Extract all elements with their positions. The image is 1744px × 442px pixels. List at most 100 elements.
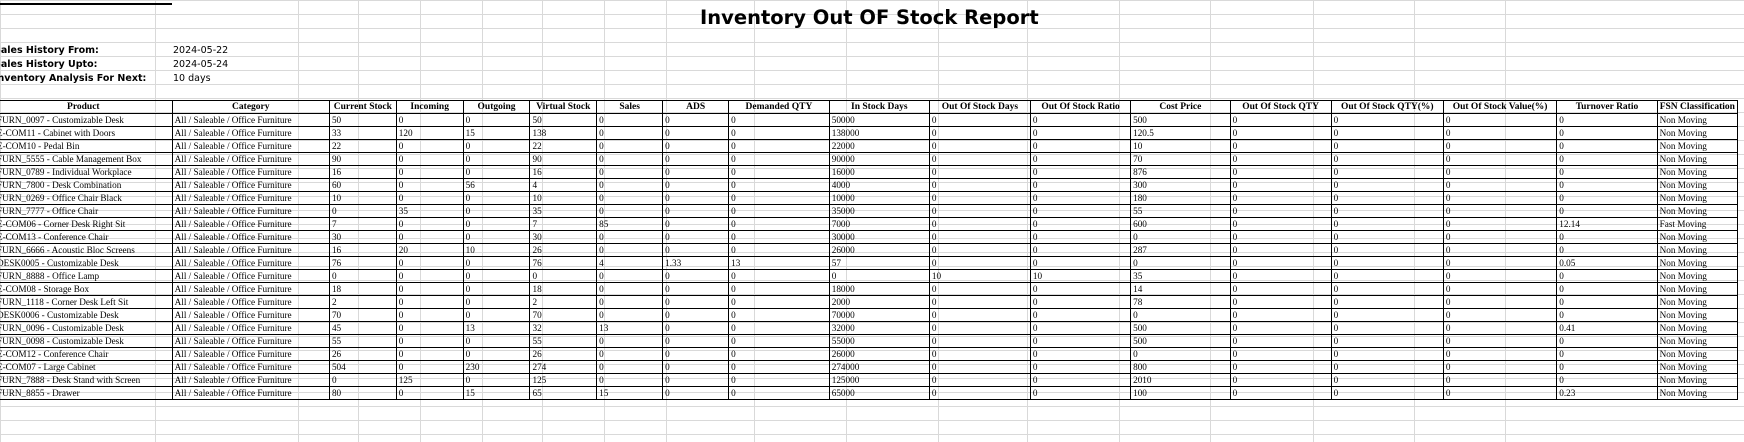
cell-out-of-stock-qty[interactable]: 0 (1229, 334, 1332, 348)
cell-turnover-ratio[interactable]: 12.14 (1556, 217, 1658, 231)
cell-incoming[interactable]: 0 (395, 139, 464, 153)
cell-outgoing[interactable]: 56 (462, 178, 531, 192)
cell-sales[interactable]: 13 (596, 321, 664, 335)
cell-current-stock[interactable]: 30 (328, 230, 397, 244)
cell-out-of-stock-value-pct[interactable]: 0 (1442, 295, 1558, 309)
cell-product[interactable]: E-COM07 - Large Cabinet (0, 360, 173, 374)
cell-category[interactable]: All / Saleable / Office Furniture (171, 126, 330, 140)
cell-out-of-stock-value-pct[interactable]: 0 (1442, 334, 1558, 348)
cell-product[interactable]: E-COM10 - Pedal Bin (0, 139, 173, 153)
cell-out-of-stock-days[interactable]: 0 (928, 347, 1031, 361)
col-header-sales[interactable]: Sales (596, 100, 664, 114)
cell-in-stock-days[interactable]: 7000 (828, 217, 930, 231)
cell-incoming[interactable]: 0 (395, 347, 464, 361)
cell-turnover-ratio[interactable]: 0 (1556, 308, 1658, 322)
cell-out-of-stock-days[interactable]: 0 (928, 334, 1031, 348)
cell-out-of-stock-qty-pct[interactable]: 0 (1330, 126, 1444, 140)
cell-in-stock-days[interactable]: 55000 (828, 334, 930, 348)
cell-out-of-stock-qty-pct[interactable]: 0 (1330, 191, 1444, 205)
cell-outgoing[interactable]: 0 (462, 256, 531, 270)
cell-current-stock[interactable]: 16 (328, 165, 397, 179)
cell-product[interactable]: DESK0006 - Customizable Desk (0, 308, 173, 322)
cell-cost-price[interactable]: 0 (1130, 347, 1231, 361)
cell-in-stock-days[interactable]: 125000 (828, 373, 930, 387)
cell-out-of-stock-ratio[interactable]: 0 (1029, 217, 1132, 231)
cell-in-stock-days[interactable]: 26000 (828, 243, 930, 257)
cell-incoming[interactable]: 0 (395, 256, 464, 270)
cell-current-stock[interactable]: 76 (328, 256, 397, 270)
cell-current-stock[interactable]: 0 (328, 204, 397, 218)
cell-fsn-classification[interactable]: Non Moving (1656, 126, 1739, 140)
cell-out-of-stock-qty-pct[interactable]: 0 (1330, 321, 1444, 335)
cell-out-of-stock-days[interactable]: 0 (928, 308, 1031, 322)
cell-fsn-classification[interactable]: Non Moving (1656, 269, 1739, 283)
cell-ads[interactable]: 0 (662, 139, 730, 153)
cell-turnover-ratio[interactable]: 0 (1556, 282, 1658, 296)
cell-cost-price[interactable]: 2010 (1130, 373, 1231, 387)
cell-out-of-stock-qty-pct[interactable]: 0 (1330, 217, 1444, 231)
cell-outgoing[interactable]: 0 (462, 269, 531, 283)
cell-product[interactable]: DESK0005 - Customizable Desk (0, 256, 173, 270)
cell-in-stock-days[interactable]: 18000 (828, 282, 930, 296)
cell-virtual-stock[interactable]: 2 (529, 295, 598, 309)
cell-outgoing[interactable]: 0 (462, 373, 531, 387)
cell-fsn-classification[interactable]: Non Moving (1656, 243, 1739, 257)
cell-fsn-classification[interactable]: Non Moving (1656, 230, 1739, 244)
cell-outgoing[interactable]: 0 (462, 139, 531, 153)
cell-in-stock-days[interactable]: 274000 (828, 360, 930, 374)
cell-demanded-qty[interactable]: 0 (728, 243, 830, 257)
cell-outgoing[interactable]: 0 (462, 347, 531, 361)
cell-out-of-stock-days[interactable]: 0 (928, 139, 1031, 153)
cell-ads[interactable]: 0 (662, 282, 730, 296)
cell-product[interactable]: E-COM11 - Cabinet with Doors (0, 126, 173, 140)
cell-out-of-stock-days[interactable]: 0 (928, 191, 1031, 205)
cell-sales[interactable]: 0 (596, 204, 664, 218)
cell-current-stock[interactable]: 504 (328, 360, 397, 374)
cell-demanded-qty[interactable]: 0 (728, 373, 830, 387)
cell-turnover-ratio[interactable]: 0 (1556, 139, 1658, 153)
cell-outgoing[interactable]: 13 (462, 321, 531, 335)
cell-product[interactable]: E-COM13 - Conference Chair (0, 230, 173, 244)
cell-virtual-stock[interactable]: 32 (529, 321, 598, 335)
cell-out-of-stock-days[interactable]: 0 (928, 386, 1031, 400)
cell-out-of-stock-value-pct[interactable]: 0 (1442, 191, 1558, 205)
cell-turnover-ratio[interactable]: 0 (1556, 113, 1658, 127)
cell-out-of-stock-qty-pct[interactable]: 0 (1330, 282, 1444, 296)
cell-in-stock-days[interactable]: 30000 (828, 230, 930, 244)
cell-fsn-classification[interactable]: Non Moving (1656, 373, 1739, 387)
cell-out-of-stock-value-pct[interactable]: 0 (1442, 113, 1558, 127)
cell-out-of-stock-days[interactable]: 0 (928, 360, 1031, 374)
cell-cost-price[interactable]: 14 (1130, 282, 1231, 296)
cell-fsn-classification[interactable]: Non Moving (1656, 321, 1739, 335)
cell-turnover-ratio[interactable]: 0 (1556, 373, 1658, 387)
cell-in-stock-days[interactable]: 26000 (828, 347, 930, 361)
cell-demanded-qty[interactable]: 0 (728, 204, 830, 218)
cell-incoming[interactable]: 0 (395, 282, 464, 296)
cell-turnover-ratio[interactable]: 0 (1556, 191, 1658, 205)
cell-virtual-stock[interactable]: 125 (529, 373, 598, 387)
cell-out-of-stock-qty[interactable]: 0 (1229, 243, 1332, 257)
cell-in-stock-days[interactable]: 35000 (828, 204, 930, 218)
cell-product[interactable]: FURN_5555 - Cable Management Box (0, 152, 173, 166)
cell-demanded-qty[interactable]: 0 (728, 360, 830, 374)
col-header-out-of-stock-days[interactable]: Out Of Stock Days (928, 100, 1031, 114)
col-header-ads[interactable]: ADS (662, 100, 730, 114)
cell-turnover-ratio[interactable]: 0 (1556, 178, 1658, 192)
cell-out-of-stock-ratio[interactable]: 0 (1029, 386, 1132, 400)
cell-out-of-stock-qty-pct[interactable]: 0 (1330, 308, 1444, 322)
cell-current-stock[interactable]: 60 (328, 178, 397, 192)
cell-turnover-ratio[interactable]: 0 (1556, 230, 1658, 244)
cell-cost-price[interactable]: 800 (1130, 360, 1231, 374)
cell-in-stock-days[interactable]: 57 (828, 256, 930, 270)
cell-out-of-stock-days[interactable]: 0 (928, 243, 1031, 257)
cell-in-stock-days[interactable]: 16000 (828, 165, 930, 179)
cell-category[interactable]: All / Saleable / Office Furniture (171, 243, 330, 257)
cell-product[interactable]: FURN_0096 - Customizable Desk (0, 321, 173, 335)
cell-turnover-ratio[interactable]: 0 (1556, 360, 1658, 374)
cell-incoming[interactable]: 0 (395, 321, 464, 335)
cell-turnover-ratio[interactable]: 0 (1556, 347, 1658, 361)
cell-out-of-stock-ratio[interactable]: 0 (1029, 347, 1132, 361)
cell-out-of-stock-ratio[interactable]: 0 (1029, 113, 1132, 127)
cell-current-stock[interactable]: 7 (328, 217, 397, 231)
cell-in-stock-days[interactable]: 50000 (828, 113, 930, 127)
